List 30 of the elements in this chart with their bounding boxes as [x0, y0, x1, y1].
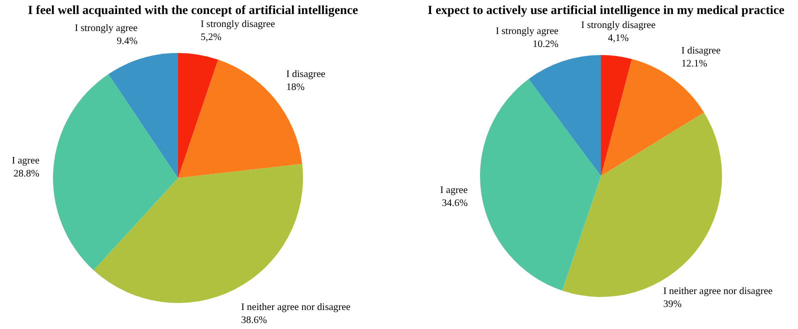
data-label: 38.6%: [241, 314, 267, 326]
slice-label: I neither agree nor disagree: [241, 302, 352, 313]
pie-slice: [480, 79, 601, 291]
slice-label: I disagree: [681, 46, 722, 57]
pie-slice: [528, 55, 601, 176]
slice-label: I disagree: [286, 68, 326, 80]
slice-label: I strongly agree: [74, 23, 138, 34]
chart-title: I expect to actively use artificial intelligence in my medical practice: [428, 3, 785, 17]
slice-label: I neither agree nor disagree: [663, 286, 774, 297]
slice-label: I agree: [440, 185, 468, 196]
data-label: 12.1%: [681, 58, 708, 70]
data-label: 10.2%: [532, 38, 558, 50]
data-label: 39%: [663, 298, 682, 310]
slice-label: I strongly agree: [496, 26, 560, 37]
slice-label: I strongly disagree: [200, 18, 276, 30]
slice-label: I strongly disagree: [581, 20, 656, 32]
pie-slice: [562, 112, 722, 297]
data-label: 9.4%: [116, 36, 138, 48]
pie-slice: [53, 74, 178, 270]
data-label: 28.8%: [14, 168, 40, 180]
pie-slice: [108, 53, 178, 178]
data-label: 18%: [286, 82, 305, 93]
pie-slice: [94, 164, 303, 303]
data-label: 4,1%: [608, 33, 629, 44]
pie-slice: [178, 53, 218, 178]
slice-label: I agree: [12, 156, 40, 167]
chart-title: I feel well acquainted with the concept of artificial intelligence: [28, 3, 359, 17]
pie-slice: [601, 55, 632, 176]
data-label: 5,2%: [200, 32, 222, 43]
data-label: 34.6%: [442, 198, 468, 210]
